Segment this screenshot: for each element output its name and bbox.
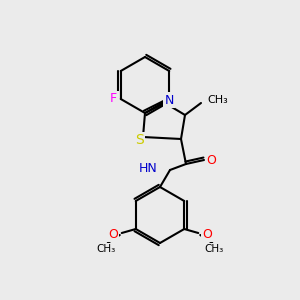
- Text: CH₃: CH₃: [207, 95, 228, 105]
- Text: CH₃: CH₃: [205, 244, 224, 254]
- Text: O: O: [206, 154, 216, 166]
- Text: O: O: [108, 227, 118, 241]
- Text: HN: HN: [139, 163, 158, 176]
- Text: F: F: [110, 92, 117, 106]
- Text: CH₃: CH₃: [96, 244, 116, 254]
- Text: S: S: [135, 133, 143, 147]
- Text: O: O: [202, 227, 212, 241]
- Text: N: N: [164, 94, 174, 106]
